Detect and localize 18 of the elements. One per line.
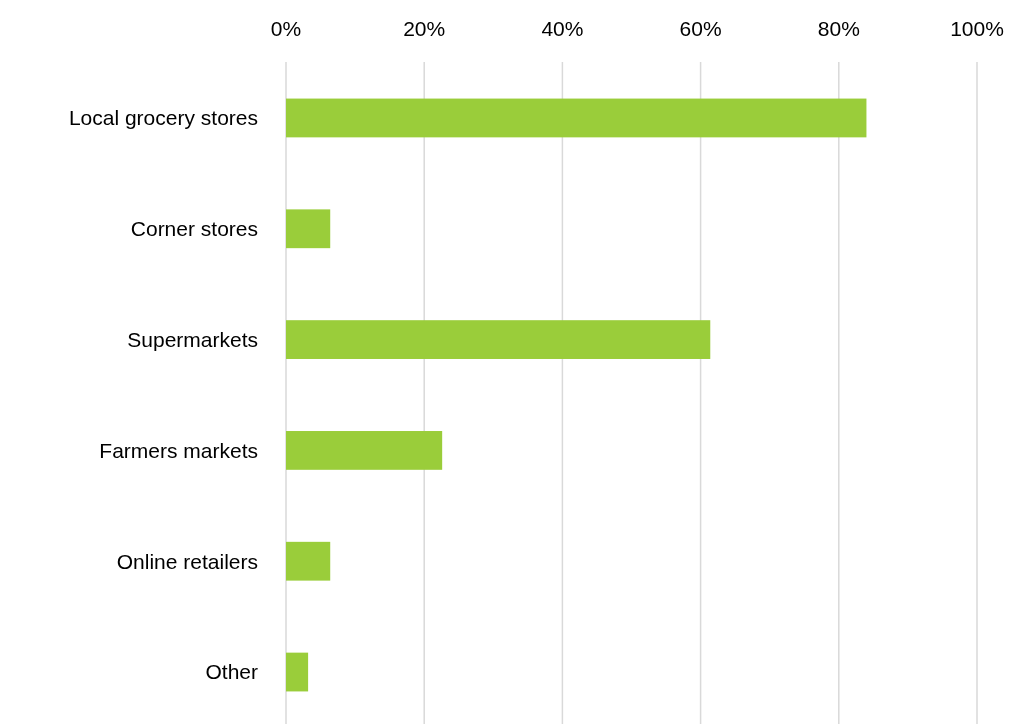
y-tick-label: Local grocery stores — [68, 106, 258, 130]
bar — [286, 541, 331, 581]
y-tick-label: Supermarkets — [127, 327, 258, 351]
bar — [286, 98, 867, 138]
x-tick-label: 40% — [541, 17, 584, 40]
bar — [286, 209, 331, 249]
y-tick-label: Corner stores — [130, 217, 258, 241]
y-tick-label: Online retailers — [116, 549, 258, 573]
y-tick-label: Other — [205, 660, 258, 684]
y-tick-label: Farmers markets — [99, 438, 258, 462]
x-tick-label: 0% — [270, 17, 302, 40]
bar — [286, 320, 711, 359]
x-tick-label: 80% — [817, 17, 860, 40]
x-tick-label: 60% — [679, 17, 722, 40]
x-tick-label: 20% — [403, 17, 446, 40]
bar — [286, 431, 443, 470]
x-tick-label: 100% — [950, 17, 1004, 40]
bar — [286, 652, 309, 692]
